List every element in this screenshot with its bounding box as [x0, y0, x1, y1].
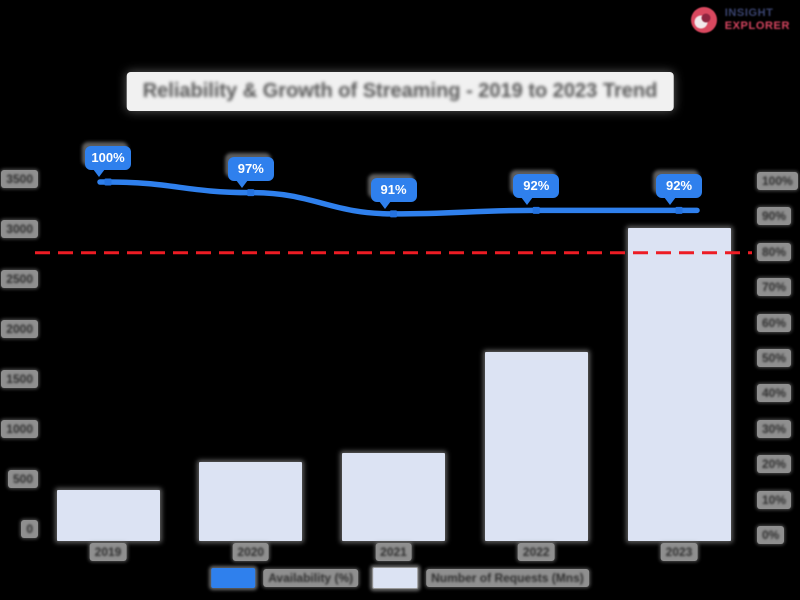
- y-axis-left-tick-label: 2000: [1, 320, 38, 338]
- tick-text: 100%: [762, 174, 793, 188]
- y-axis-left-tick-label: 1000: [1, 420, 38, 438]
- tick-text: 60%: [762, 315, 787, 330]
- bar: [342, 452, 445, 541]
- callout-arrow-icon: [521, 197, 534, 206]
- tick-text: 10%: [762, 492, 787, 507]
- y-axis-left-tick-label: 2500: [1, 270, 38, 288]
- point-marker: [247, 189, 255, 197]
- x-axis-label: 2021: [375, 543, 412, 561]
- tick-text: 2023: [665, 545, 693, 559]
- y-axis-left-tick-label: 3500: [1, 170, 38, 188]
- data-callout: 97%: [227, 156, 274, 188]
- y-axis-right-tick-label: 80%: [757, 242, 792, 261]
- data-callout-label: 100%: [91, 150, 125, 165]
- y-axis-right-tick-label: 10%: [757, 490, 792, 509]
- bar: [199, 461, 303, 541]
- data-callout: 91%: [370, 177, 417, 209]
- tick-text: 0: [26, 522, 33, 536]
- tick-text: 500: [12, 472, 33, 486]
- y-axis-right-tick-label: 20%: [757, 455, 792, 474]
- tick-text: 2021: [380, 545, 407, 559]
- tick-text: 50%: [762, 351, 787, 365]
- tick-text: 2500: [6, 272, 33, 286]
- tick-text: 3500: [6, 172, 33, 186]
- tick-text: 90%: [762, 209, 787, 224]
- chart-title: Reliability & Growth of Streaming - 2019…: [126, 72, 674, 111]
- callout-arrow-icon: [664, 197, 676, 206]
- logo-line2: EXPLORER: [724, 20, 790, 32]
- data-callout-label: 97%: [237, 160, 264, 176]
- logo-line1: INSIGHT: [724, 7, 774, 19]
- x-axis-label: 2022: [517, 543, 555, 561]
- point-marker: [675, 206, 683, 214]
- legend-item-line: Availability (%): [211, 568, 359, 588]
- tick-text: 0%: [762, 528, 780, 542]
- tick-text: 30%: [762, 421, 787, 436]
- legend-label-bar-series: Number of Requests (Mns): [426, 569, 589, 587]
- y-axis-right-tick-label: 60%: [757, 313, 792, 332]
- tick-text: 2020: [237, 545, 265, 559]
- callout-arrow-icon: [378, 200, 391, 209]
- x-axis-label: 2019: [89, 543, 127, 561]
- y-axis-right-tick-label: 40%: [757, 384, 792, 403]
- legend-label-text: Number of Requests (Mns): [431, 571, 584, 585]
- x-axis-label: 2023: [660, 543, 698, 561]
- tick-text: 2022: [522, 545, 550, 559]
- tick-text: 2000: [6, 322, 33, 336]
- bar: [627, 228, 731, 541]
- data-callout-label: 91%: [380, 181, 407, 197]
- y-axis-right-tick-label: 50%: [757, 349, 792, 367]
- point-marker: [532, 206, 540, 214]
- chart-title-text: Reliability & Growth of Streaming - 2019…: [142, 80, 658, 102]
- logo-text: INSIGHT EXPLORER: [725, 7, 790, 33]
- data-callout: 92%: [656, 174, 702, 206]
- y-axis-left-tick-label: 3000: [1, 220, 38, 238]
- tick-text: 2019: [94, 545, 122, 559]
- bar: [484, 352, 588, 541]
- tick-text: 1500: [6, 372, 33, 386]
- y-axis-left-tick-label: 1500: [1, 370, 38, 388]
- data-callout: 92%: [513, 174, 560, 206]
- legend-label-text: Availability (%): [268, 571, 354, 585]
- legend-swatch-line-series: [211, 568, 256, 588]
- y-axis-right-tick-label: 30%: [757, 419, 792, 438]
- y-axis-left-tick-label: 500: [7, 470, 38, 488]
- tick-text: 1000: [6, 422, 33, 436]
- legend-label-line-series: Availability (%): [263, 569, 359, 587]
- y-axis-right-tick-label: 100%: [757, 172, 798, 190]
- callout-arrow-icon: [93, 169, 105, 177]
- legend: Availability (%) Number of Requests (Mns…: [211, 567, 589, 589]
- x-axis-label: 2020: [232, 543, 270, 561]
- tick-text: 20%: [762, 457, 787, 472]
- legend-item-bar: Number of Requests (Mns): [372, 567, 589, 589]
- point-marker: [104, 178, 112, 186]
- y-axis-right-tick-label: 90%: [757, 207, 792, 226]
- bar: [56, 489, 160, 541]
- data-callout: 100%: [85, 146, 131, 177]
- logo: INSIGHT EXPLORER: [690, 6, 790, 34]
- tick-text: 70%: [762, 280, 787, 295]
- tick-text: 40%: [762, 386, 787, 401]
- logo-icon: [690, 7, 717, 33]
- data-callout-label: 92%: [665, 178, 693, 194]
- point-marker: [390, 210, 397, 218]
- y-axis-left-tick-label: 0: [21, 520, 38, 538]
- y-axis-right-tick-label: 0%: [757, 526, 785, 544]
- callout-arrow-icon: [235, 179, 248, 188]
- tick-text: 3000: [6, 222, 33, 236]
- data-callout-label: 92%: [523, 178, 550, 194]
- tick-text: 80%: [762, 244, 787, 259]
- legend-swatch-bar-series: [372, 567, 419, 589]
- y-axis-right-tick-label: 70%: [757, 278, 792, 297]
